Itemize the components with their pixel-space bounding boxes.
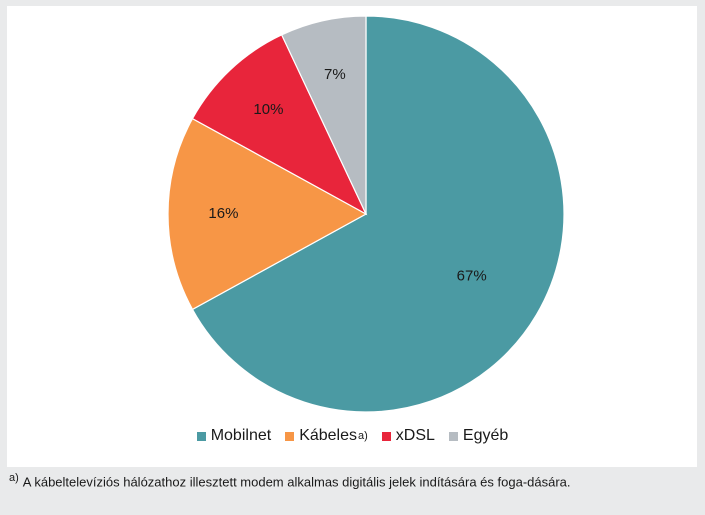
- legend-label-xdsl: xDSL: [395, 427, 435, 444]
- legend-item-xdsl: xDSL: [381, 427, 435, 445]
- pie-slice-kabeles: [167, 117, 368, 311]
- footnote-text: A kábeltelevíziós hálózathoz illesztett …: [22, 474, 571, 490]
- legend-item-kabeles: Kábeles a): [285, 427, 368, 445]
- pie-slice-mobilnet: [191, 15, 565, 413]
- footnote: a) A kábeltelevíziós hálózathoz illesztet…: [9, 469, 699, 491]
- footnote-mark: a): [9, 472, 19, 484]
- legend-swatch-xdsl: [381, 431, 391, 441]
- legend-swatch-egyeb: [448, 431, 458, 441]
- chart-area: 67% 16% 10% 7%: [7, 6, 697, 467]
- legend-label-mobilnet: Mobilnet: [210, 427, 272, 444]
- legend-label-egyeb: Egyéb: [462, 427, 509, 444]
- legend-label-kabeles: Kábeles: [299, 427, 358, 444]
- legend: Mobilnet Kábeles a) xDSL Egyéb: [0, 427, 705, 445]
- slice-label-mobilnet: 67%: [457, 267, 487, 284]
- legend-swatch-kabeles: [285, 431, 295, 441]
- pie-chart: 67% 16% 10% 7%: [167, 15, 565, 413]
- legend-footnote-mark: a): [358, 430, 368, 442]
- pie-slice-xdsl: [191, 34, 368, 216]
- legend-item-mobilnet: Mobilnet: [196, 427, 272, 445]
- slice-label-egyeb: 7%: [324, 66, 346, 83]
- slice-label-xdsl: 10%: [253, 101, 283, 118]
- legend-item-egyeb: Egyéb: [448, 427, 509, 445]
- slice-label-kabeles: 16%: [208, 205, 238, 222]
- pie-slice-egyeb: [280, 15, 367, 215]
- legend-swatch-mobilnet: [196, 431, 206, 441]
